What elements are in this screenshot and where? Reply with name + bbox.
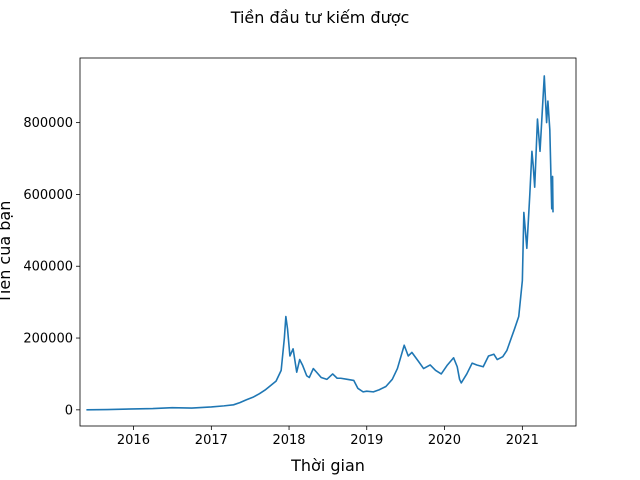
- plot-area: [79, 57, 577, 427]
- y-tick-label: 600000: [23, 188, 73, 203]
- x-tick-label: 2018: [272, 433, 305, 448]
- y-axis: 0 200000 400000 600000 800000: [23, 116, 80, 418]
- x-tick-label: 2021: [506, 433, 539, 448]
- series-line: [86, 75, 554, 411]
- x-axis-label: Thời gian: [290, 456, 365, 475]
- chart-title: Tiền đầu tư kiếm được: [230, 8, 410, 27]
- x-tick-label: 2019: [350, 433, 383, 448]
- x-axis: 2016 2017 2018 2019 2020 2021: [117, 426, 539, 448]
- y-axis-label: Tiền của bạn: [0, 201, 14, 305]
- x-tick-label: 2020: [428, 433, 461, 448]
- y-tick-label: 800000: [23, 116, 73, 131]
- y-tick-label: 0: [65, 403, 73, 418]
- y-tick-label: 400000: [23, 260, 73, 275]
- axes-frame: [79, 57, 577, 427]
- x-tick-label: 2016: [117, 433, 150, 448]
- y-tick-label: 200000: [23, 332, 73, 347]
- x-tick-label: 2017: [195, 433, 228, 448]
